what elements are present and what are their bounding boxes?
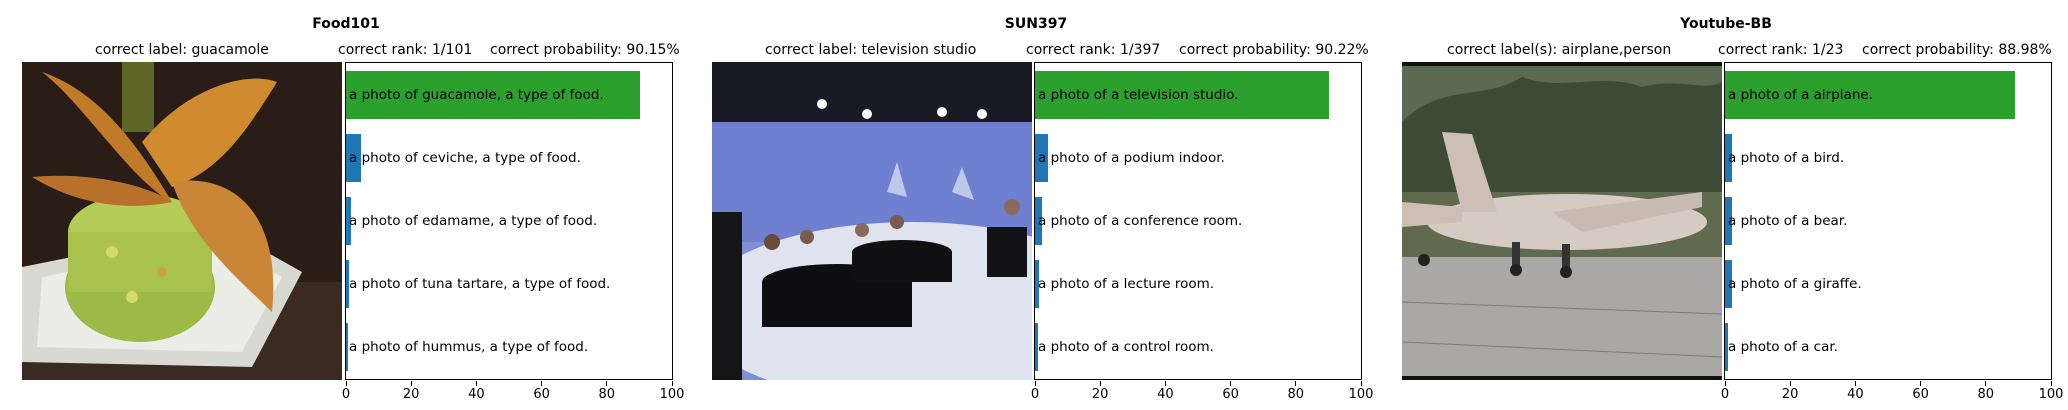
bar [1035,197,1043,245]
bar-label: a photo of a conference room. [1038,213,1243,229]
bar-label: a photo of a control room. [1038,339,1214,356]
bar [1725,197,1732,245]
bar [1035,323,1038,372]
bar-axes: a photo of a airplane. a photo of a bird.… [1721,62,2063,402]
x-tick-label: 100 [659,387,685,402]
bar-label: a photo of guacamole, a type of food. [349,86,604,103]
correct-label: correct label(s): airplane,person [1447,42,1672,58]
bar-label: a photo of a podium indoor. [1038,149,1225,166]
bar-label: a photo of a car. [1728,339,1838,356]
bar [1725,323,1728,372]
x-tick-label: 80 [1977,387,1995,402]
x-tick-label: 0 [1720,387,1730,402]
x-tick [1724,381,1726,386]
bar-label: a photo of hummus, a type of food. [349,339,589,356]
x-tick [410,381,412,386]
x-tick-label: 0 [1030,387,1040,402]
panel-title: SUN397 [1004,16,1068,32]
correct-probability: correct probability: 90.22% [1179,42,1369,58]
bar-label: a photo of ceviche, a type of food. [349,149,581,166]
x-tick [345,381,347,386]
airplane-photo [1402,62,1722,380]
x-tick-label: 60 [533,387,550,402]
correct-label: correct label: television studio [765,42,977,58]
x-tick [1034,381,1036,386]
x-tick [1360,381,1362,386]
x-tick [606,381,608,386]
panel-youtube-bb: Youtube-BB correct label(s): airplane,pe… [1380,0,2068,410]
bar [346,260,350,309]
x-tick-label: 60 [1912,387,1929,402]
bar-axes: a photo of a television studio. a photo o… [1031,62,1373,402]
bar-label: a photo of a bear. [1728,213,1848,229]
x-tick [1099,381,1101,386]
bar [346,70,640,119]
x-tick-label: 40 [1847,387,1864,402]
x-tick-label: 100 [1348,387,1374,402]
x-tick [671,381,673,386]
x-tick-label: 80 [1287,387,1305,402]
correct-rank: correct rank: 1/397 [1026,42,1161,58]
x-tick-label: 40 [468,387,485,402]
x-tick-label: 40 [1157,387,1174,402]
x-tick [1985,381,1987,386]
x-tick-label: 0 [341,387,351,402]
bar [1035,260,1040,309]
x-tick [1164,381,1166,386]
x-tick-label: 80 [598,387,616,402]
guacamole-photo [22,62,342,380]
correct-probability: correct probability: 88.98% [1862,42,2052,58]
x-tick [1854,381,1856,386]
x-tick-label: 60 [1222,387,1239,402]
x-tick-label: 20 [1781,387,1799,402]
correct-rank: correct rank: 1/23 [1718,42,1844,58]
bar [346,133,361,182]
x-tick [1295,381,1297,386]
bar-label: a photo of tuna tartare, a type of food. [349,276,611,293]
x-tick-label: 20 [402,387,420,402]
x-tick [1789,381,1791,386]
panel-title: Food101 [312,16,380,32]
bar-label: a photo of a television studio. [1038,86,1239,103]
bar-label: a photo of a lecture room. [1038,276,1215,293]
bar [1035,133,1049,182]
panel-title: Youtube-BB [1680,16,1772,32]
x-tick [2050,381,2052,386]
bar [1725,70,2016,119]
bar-axes: a photo of guacamole, a type of food. a p… [342,62,684,402]
bar-label: a photo of a airplane. [1728,86,1873,103]
correct-label: correct label: guacamole [95,42,269,58]
bar [1725,133,1733,182]
correct-rank: correct rank: 1/101 [338,42,473,58]
bar [346,197,352,245]
bar [1725,260,1732,309]
television-studio-photo [712,62,1032,380]
bar-label: a photo of a bird. [1728,149,1845,166]
x-tick-label: 100 [2038,387,2064,402]
panel-sun397: SUN397 correct label: television studio … [690,0,1380,410]
x-tick-label: 20 [1091,387,1109,402]
correct-probability: correct probability: 90.15% [490,42,680,58]
x-tick [1230,381,1232,386]
bar [1035,70,1330,119]
bar [346,323,348,372]
x-tick [475,381,477,386]
panel-food101: Food101 correct label: guacamole correct… [0,0,690,410]
x-tick [541,381,543,386]
x-tick [1920,381,1922,386]
bar-label: a photo of a giraffe. [1728,276,1862,293]
bar-label: a photo of edamame, a type of food. [349,213,598,229]
